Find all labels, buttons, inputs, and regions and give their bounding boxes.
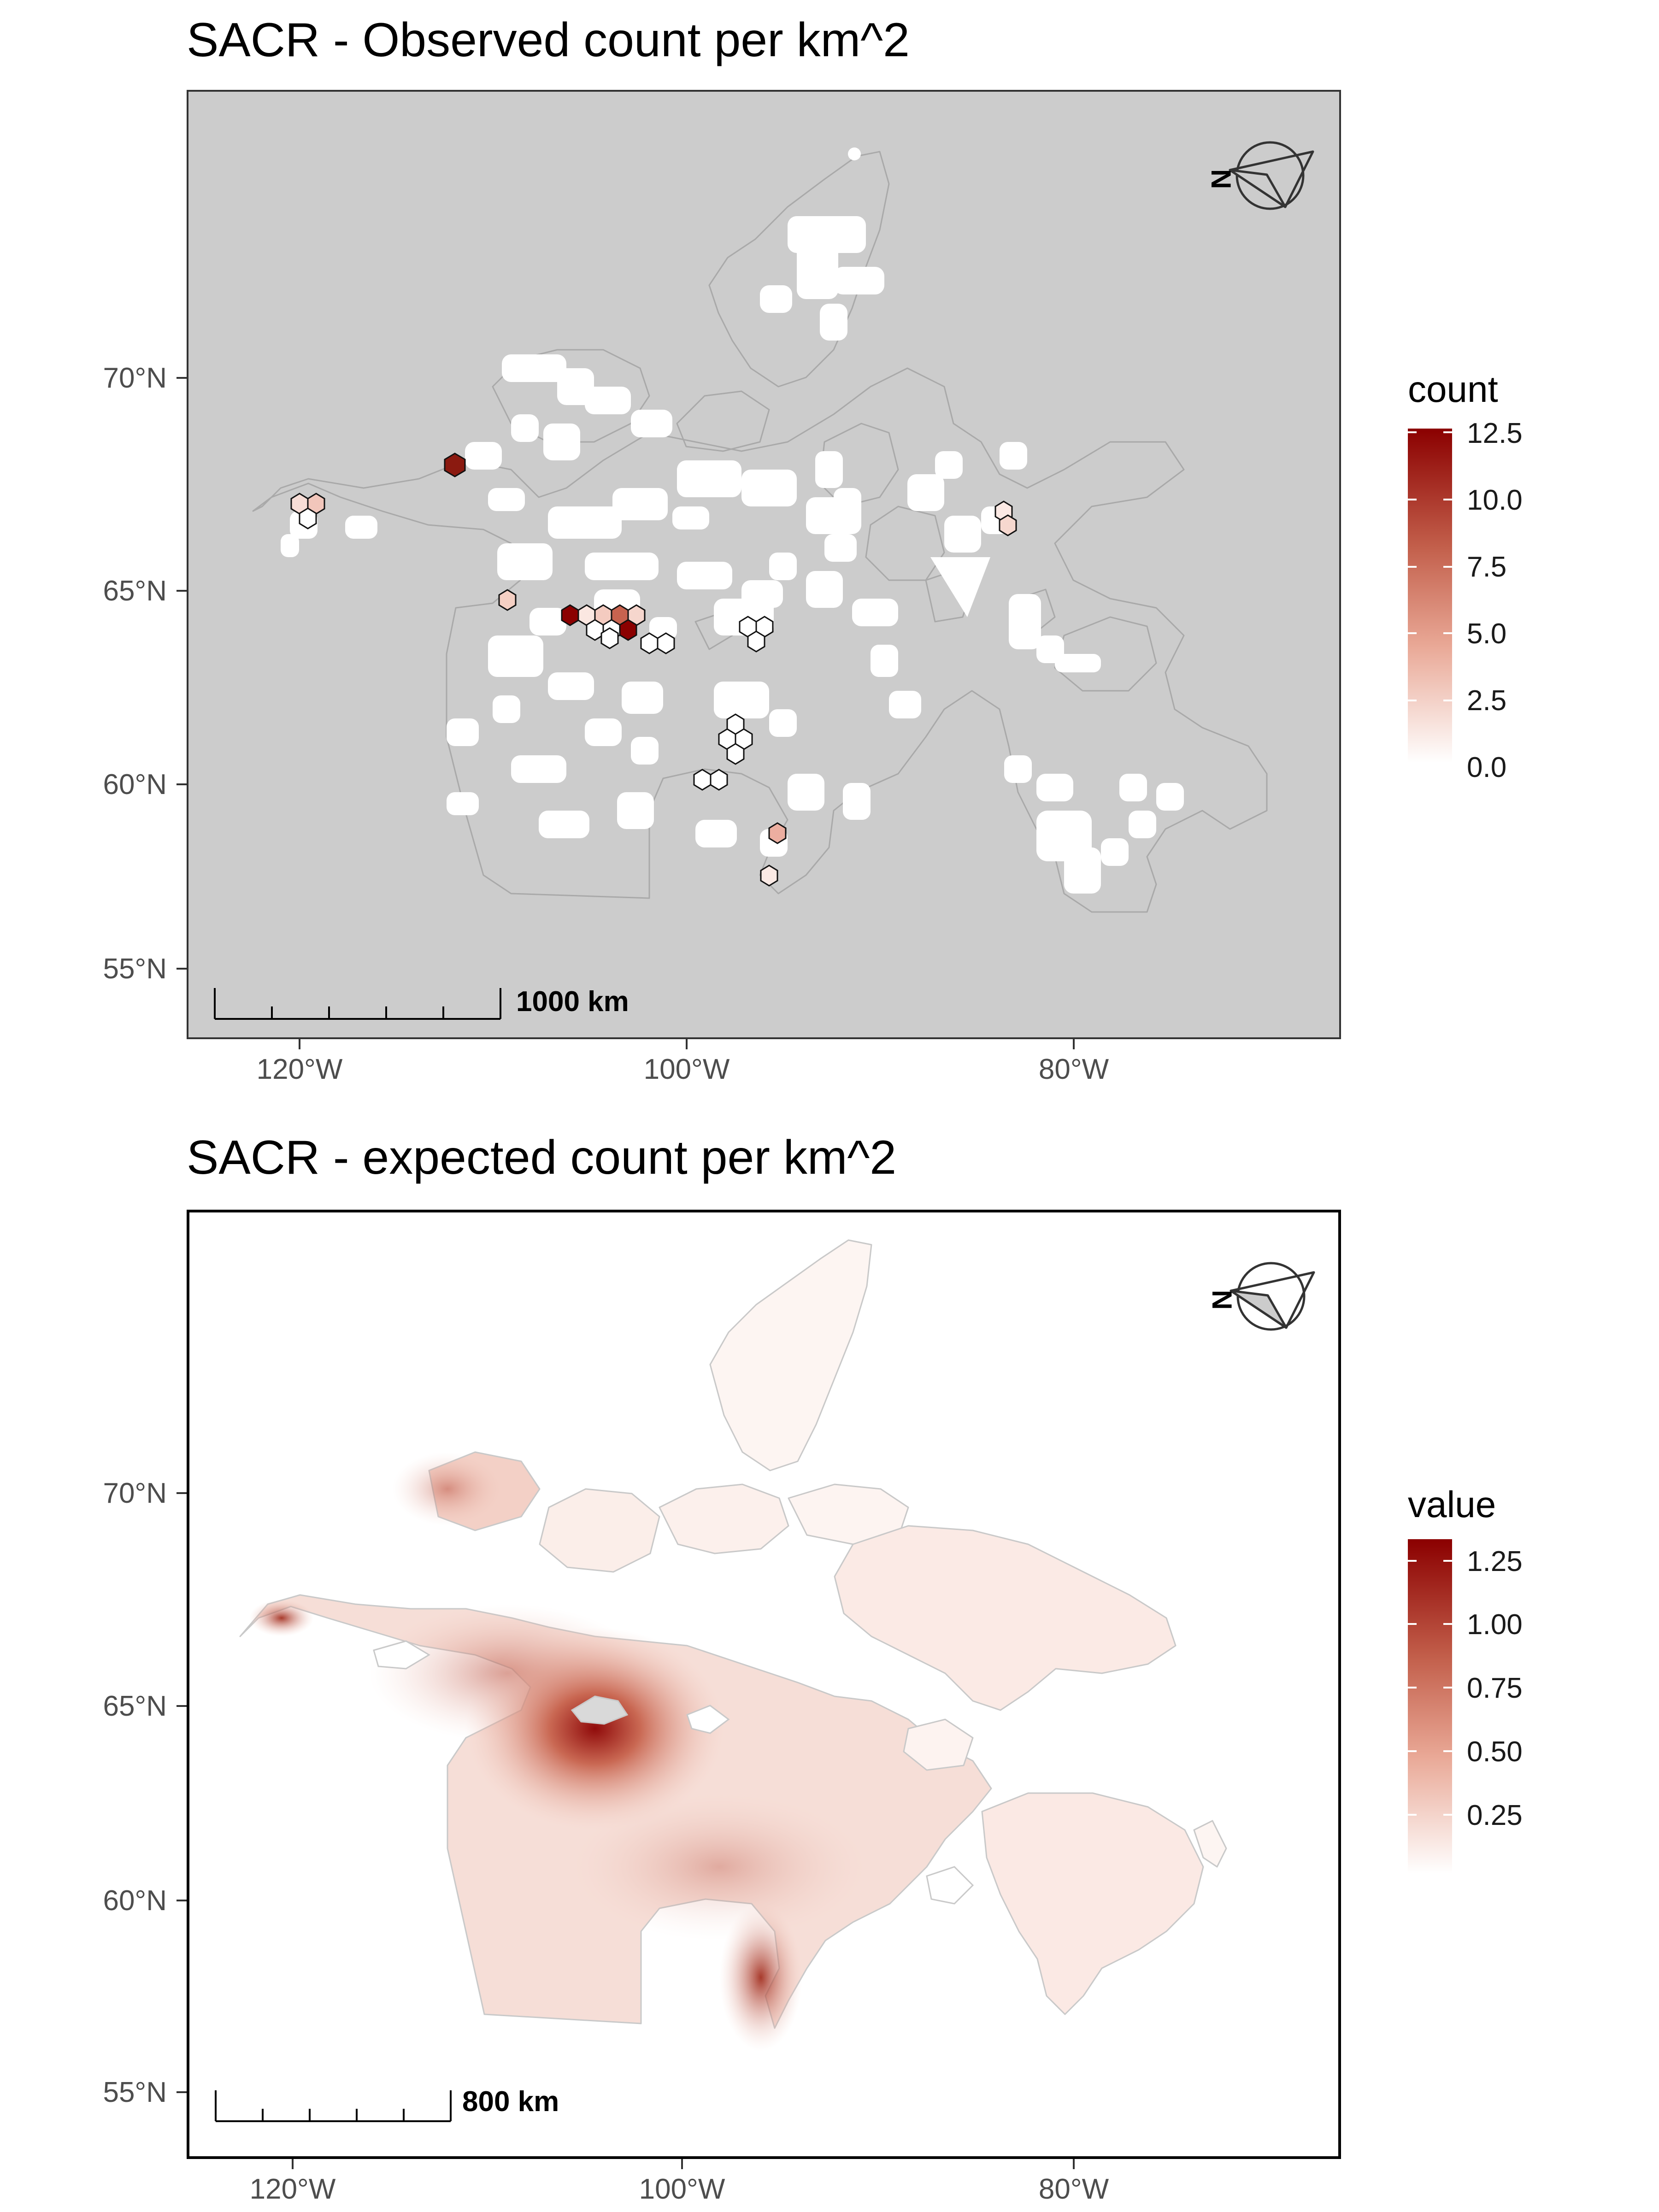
observed-map-panel: N (187, 90, 1341, 1039)
y-label-70: 70°N (103, 362, 167, 394)
observed-count-hexes (290, 453, 1017, 887)
legend-label: 2.5 (1467, 685, 1507, 717)
compass-icon: N (1206, 1262, 1315, 1331)
legend-label: 7.5 (1467, 551, 1507, 583)
expected-map-panel: N (187, 1210, 1341, 2159)
scale-bar-label-2: 800 km (462, 2086, 559, 2118)
y-label-65: 65°N (103, 575, 167, 607)
panel-2-title: SACR - expected count per km^2 (187, 1131, 897, 1184)
expected-map-canvas: N (215, 1239, 1315, 2122)
expected-water (373, 1640, 974, 1905)
observed-land-outline (252, 151, 1268, 913)
scale-bar-2 (215, 2090, 452, 2122)
x-label-80w-2: 80°W (1038, 2173, 1109, 2205)
x-label-120w-2: 120°W (249, 2173, 336, 2205)
north-arrow-label-2: N (1206, 1290, 1237, 1310)
panel-1-title: SACR - Observed count per km^2 (187, 13, 910, 67)
x-label-100w: 100°W (643, 1053, 730, 1085)
x-label-100w-2: 100°W (639, 2173, 725, 2205)
observed-map-canvas: N (214, 141, 1314, 1020)
legend-label-2: 0.50 (1467, 1736, 1523, 1768)
x-label-80w: 80°W (1038, 1053, 1109, 1085)
legend-label-2: 0.75 (1467, 1672, 1523, 1704)
y-label-60: 60°N (103, 769, 167, 800)
y-label-70-2: 70°N (103, 1477, 167, 1509)
x-label-120w: 120°W (256, 1053, 343, 1085)
north-arrow-label: N (1206, 169, 1236, 189)
legend-label-2: 1.00 (1467, 1609, 1523, 1641)
legend-label: 5.0 (1467, 618, 1507, 650)
legend-label-2: 1.25 (1467, 1546, 1523, 1577)
legend-colorbar-value (1408, 1539, 1452, 1873)
observed-hex-cells (281, 147, 1184, 894)
scale-bar-label: 1000 km (516, 986, 629, 1018)
scale-bar (214, 988, 501, 1020)
y-label-60-2: 60°N (103, 1885, 167, 1917)
legend-label-2: 0.25 (1467, 1800, 1523, 1831)
y-label-55-2: 55°N (103, 2077, 167, 2108)
legend-label: 12.5 (1467, 418, 1523, 449)
y-label-55: 55°N (103, 953, 167, 985)
legend-label: 0.0 (1467, 752, 1507, 783)
legend-title-count: count (1408, 369, 1498, 410)
north-arrow-icon: N (1206, 141, 1314, 210)
legend-label: 10.0 (1467, 484, 1523, 516)
legend-title-value: value (1408, 1484, 1496, 1525)
legend-colorbar-count (1408, 429, 1452, 763)
y-label-65-2: 65°N (103, 1690, 167, 1722)
